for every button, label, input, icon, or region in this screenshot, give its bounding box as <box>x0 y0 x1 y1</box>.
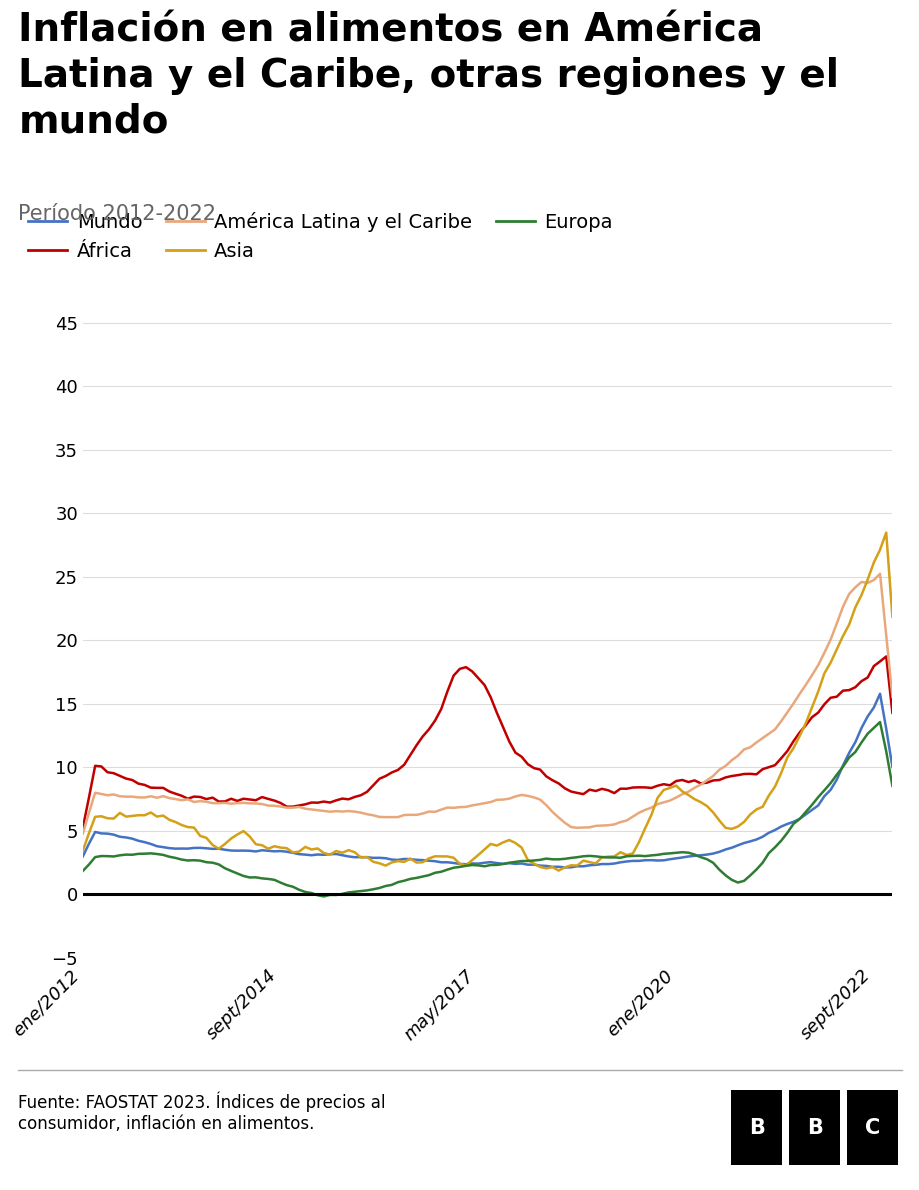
Text: C: C <box>864 1117 879 1138</box>
FancyBboxPatch shape <box>789 1090 839 1165</box>
FancyBboxPatch shape <box>846 1090 897 1165</box>
Text: B: B <box>748 1117 764 1138</box>
Legend: Mundo, África, América Latina y el Caribe, Asia, Europa: Mundo, África, América Latina y el Carib… <box>28 212 612 261</box>
Text: Período 2012-2022: Período 2012-2022 <box>18 205 216 224</box>
Text: Inflación en alimentos en América
Latina y el Caribe, otras regiones y el
mundo: Inflación en alimentos en América Latina… <box>18 12 838 140</box>
Text: Fuente: FAOSTAT 2023. Índices de precios al
consumidor, inflación en alimentos.: Fuente: FAOSTAT 2023. Índices de precios… <box>18 1091 385 1133</box>
FancyBboxPatch shape <box>731 1090 781 1165</box>
Text: B: B <box>806 1117 822 1138</box>
